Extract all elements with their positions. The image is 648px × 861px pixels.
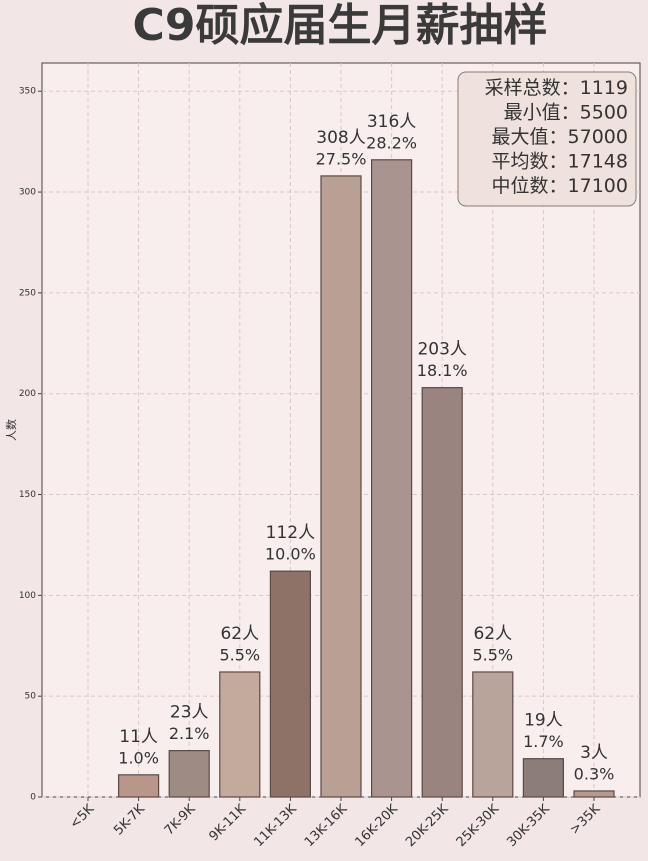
percent-label: 10.0%: [265, 545, 316, 564]
value-label: 11人: [119, 727, 158, 747]
value-label: 3人: [580, 743, 608, 763]
bar: [421, 387, 463, 798]
value-label: 62人: [473, 624, 512, 644]
y-tick-label: 350: [19, 87, 36, 97]
stats-label: 采样总数：: [485, 77, 580, 99]
stats-value: 17148: [568, 150, 628, 172]
stats-label: 平均数：: [492, 150, 568, 172]
value-label: 316人: [367, 112, 416, 132]
stats-label: 最大值：: [492, 126, 568, 148]
bar: [522, 758, 565, 798]
bar: [573, 790, 615, 798]
y-tick-label: 200: [19, 389, 36, 399]
percent-label: 27.5%: [316, 149, 367, 168]
stats-line: 中位数：17100: [492, 175, 628, 197]
y-axis-label: 人数: [5, 419, 18, 441]
stats-line: 最小值：5500: [504, 101, 628, 123]
y-tick-label: 50: [25, 692, 37, 702]
bar: [117, 774, 160, 798]
y-tick-label: 250: [19, 288, 36, 298]
stats-line: 采样总数：1119: [485, 77, 628, 99]
bar: [219, 671, 261, 798]
value-label: 112人: [266, 523, 315, 543]
percent-label: 28.2%: [366, 133, 417, 152]
percent-label: 0.3%: [574, 764, 615, 783]
bar: [168, 750, 210, 798]
chart-title: C9硕应届生月薪抽样: [133, 0, 548, 51]
percent-label: 18.1%: [417, 361, 468, 380]
value-label: 19人: [524, 711, 563, 731]
stats-label: 最小值：: [504, 101, 580, 123]
stats-line: 平均数：17148: [492, 150, 628, 172]
stats-value: 5500: [580, 101, 628, 123]
percent-label: 5.5%: [219, 645, 260, 664]
value-label: 62人: [220, 624, 259, 644]
bar: [269, 570, 311, 798]
stats-line: 最大值：57000: [492, 126, 628, 148]
stats-value: 17100: [568, 175, 628, 197]
stats-value: 1119: [580, 77, 628, 99]
percent-label: 2.1%: [169, 724, 210, 743]
percent-label: 5.5%: [472, 645, 513, 664]
y-tick-label: 150: [19, 490, 36, 500]
y-tick-label: 0: [30, 793, 36, 803]
y-tick-label: 300: [19, 188, 36, 198]
bar: [371, 159, 413, 798]
value-label: 203人: [417, 340, 466, 360]
stats-label: 中位数：: [492, 175, 568, 197]
y-tick-label: 100: [19, 591, 36, 601]
bar: [472, 671, 514, 798]
percent-label: 1.7%: [523, 732, 564, 751]
bar: [320, 175, 362, 798]
percent-label: 1.0%: [118, 748, 159, 767]
value-label: 308人: [316, 128, 365, 148]
stats-box: [457, 71, 637, 207]
value-label: 23人: [170, 703, 209, 723]
stats-value: 57000: [568, 126, 628, 148]
